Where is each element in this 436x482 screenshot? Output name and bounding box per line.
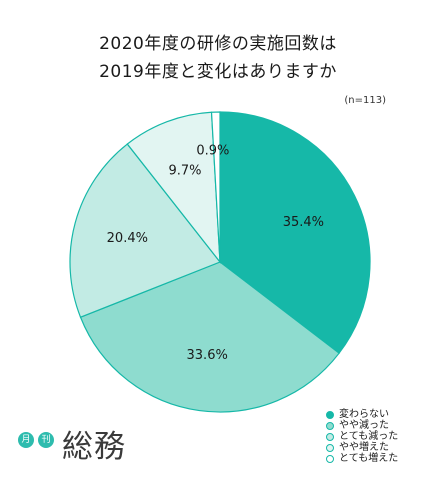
gekkan-somu-logo: 月 刊 総務 bbox=[18, 428, 148, 468]
logo-badge-kan: 刊 bbox=[38, 432, 54, 448]
legend-label-3: やや増えた bbox=[339, 442, 389, 453]
legend-swatch-3 bbox=[326, 443, 334, 452]
legend-item-4: とても増えた bbox=[326, 453, 398, 464]
legend-label-2: とても減った bbox=[339, 431, 399, 442]
legend-item-2: とても減った bbox=[326, 431, 398, 442]
logo-wordmark: 総務 bbox=[62, 429, 126, 465]
legend-swatch-1 bbox=[326, 421, 334, 430]
chart-legend: 変わらない やや減った とても減った やや増えた とても増えた bbox=[326, 409, 398, 464]
legend-swatch-0 bbox=[326, 410, 334, 419]
legend-label-1: やや減った bbox=[339, 420, 389, 431]
logo-badge-tsuki: 月 bbox=[18, 432, 34, 448]
slice-value-label-3: 9.7% bbox=[168, 163, 201, 178]
slice-value-label-2: 20.4% bbox=[107, 231, 148, 246]
pie-slice-2 bbox=[69, 143, 221, 318]
legend-item-1: やや減った bbox=[326, 420, 398, 431]
pie-slice-4 bbox=[210, 111, 221, 263]
chart-title-line-1: 2020年度の研修の実施回数は bbox=[99, 34, 337, 54]
legend-label-0: 変わらない bbox=[339, 409, 389, 420]
slice-value-label-1: 33.6% bbox=[187, 348, 228, 363]
sample-size-note: (n=113) bbox=[344, 95, 386, 106]
pie-slice-3 bbox=[126, 111, 221, 264]
legend-swatch-2 bbox=[326, 432, 334, 441]
slice-value-label-4: 0.9% bbox=[196, 144, 229, 159]
legend-swatch-4 bbox=[326, 454, 334, 463]
legend-label-4: とても増えた bbox=[339, 453, 399, 464]
chart-title: 2020年度の研修の実施回数は 2019年度と変化はありますか bbox=[0, 30, 436, 86]
chart-title-line-2: 2019年度と変化はありますか bbox=[99, 62, 337, 82]
pie-slice-0 bbox=[219, 111, 371, 355]
pie-slice-1 bbox=[79, 261, 340, 413]
slice-value-label-0: 35.4% bbox=[283, 215, 324, 230]
legend-item-0: 変わらない bbox=[326, 409, 398, 420]
legend-item-3: やや増えた bbox=[326, 442, 398, 453]
